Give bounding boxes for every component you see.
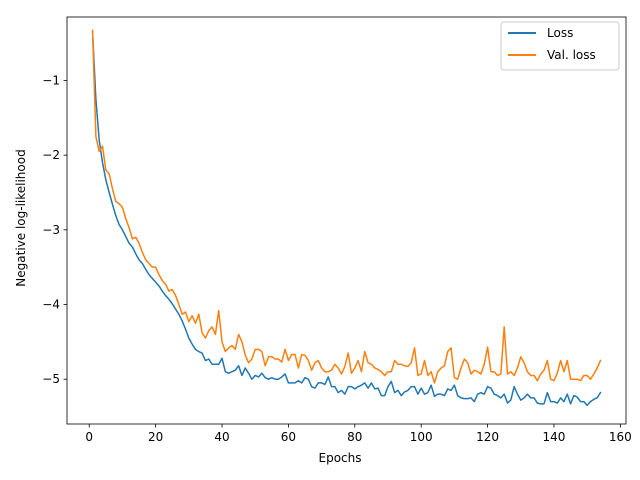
y-tick-label: −1 — [42, 73, 60, 87]
legend-label-val-loss: Val. loss — [547, 48, 596, 62]
x-tick-label: 80 — [347, 430, 362, 444]
x-tick-label: 60 — [281, 430, 296, 444]
series-line-loss — [91, 31, 602, 407]
y-tick-label: −3 — [42, 223, 60, 237]
x-tick-label: 100 — [410, 430, 433, 444]
series-line-val-loss — [91, 29, 602, 384]
x-tick-label: 160 — [609, 430, 632, 444]
x-tick-label: 0 — [85, 430, 93, 444]
x-tick-label: 40 — [214, 430, 229, 444]
legend: Loss Val. loss — [500, 21, 620, 71]
y-axis-label: Negative log-likelihood — [14, 149, 28, 286]
x-axis: 0 20 40 60 80 100 120 140 160 — [85, 424, 632, 444]
x-axis-label: Epochs — [319, 451, 362, 465]
plot-lines — [91, 29, 602, 407]
x-tick-label: 20 — [148, 430, 163, 444]
plot-frame — [66, 16, 627, 425]
x-tick-label: 140 — [543, 430, 566, 444]
y-axis: −5 −4 −3 −2 −1 — [42, 73, 67, 386]
x-tick-label: 120 — [476, 430, 499, 444]
legend-label-loss: Loss — [547, 26, 573, 40]
y-tick-label: −4 — [42, 298, 60, 312]
y-tick-label: −2 — [42, 148, 60, 162]
y-tick-label: −5 — [42, 372, 60, 386]
